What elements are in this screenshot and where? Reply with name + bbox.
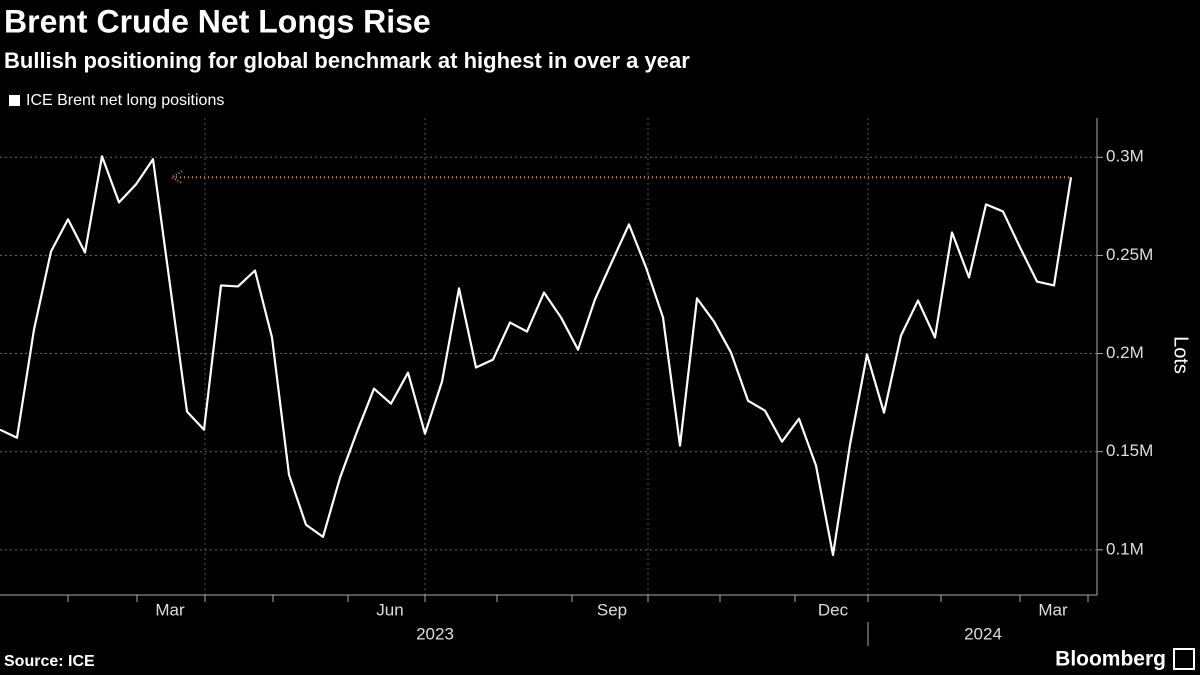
x-tick-label: Mar	[1038, 600, 1068, 619]
x-tick-label: Dec	[818, 600, 849, 619]
y-tick-label: 0.3M	[1106, 147, 1144, 166]
reference-arrow	[170, 170, 183, 185]
source: Source: ICE	[4, 653, 95, 670]
line	[0, 155, 1073, 557]
chart-title: Brent Crude Net Longs Rise	[4, 3, 431, 39]
chart-subtitle: Bullish positioning for global benchmark…	[4, 48, 690, 73]
y-tick-label: 0.2M	[1106, 343, 1144, 362]
brand: Bloomberg	[1055, 648, 1166, 671]
x-tick-label: Mar	[155, 600, 185, 619]
year-label: 2024	[964, 624, 1002, 643]
y-tick-label: 0.15M	[1106, 441, 1153, 460]
x-tick-label: Sep	[597, 600, 627, 619]
brand-icon	[1173, 648, 1195, 670]
legend-label: ICE Brent net long positions	[26, 92, 224, 109]
x-tick-label: Jun	[376, 600, 403, 619]
y-tick-label: 0.25M	[1106, 245, 1153, 264]
x-ticks	[67, 595, 1089, 602]
y-axis-label: Lots	[1170, 336, 1192, 374]
legend-swatch	[9, 95, 20, 106]
year-label: 2023	[416, 624, 454, 643]
y-tick-label: 0.1M	[1106, 539, 1144, 558]
